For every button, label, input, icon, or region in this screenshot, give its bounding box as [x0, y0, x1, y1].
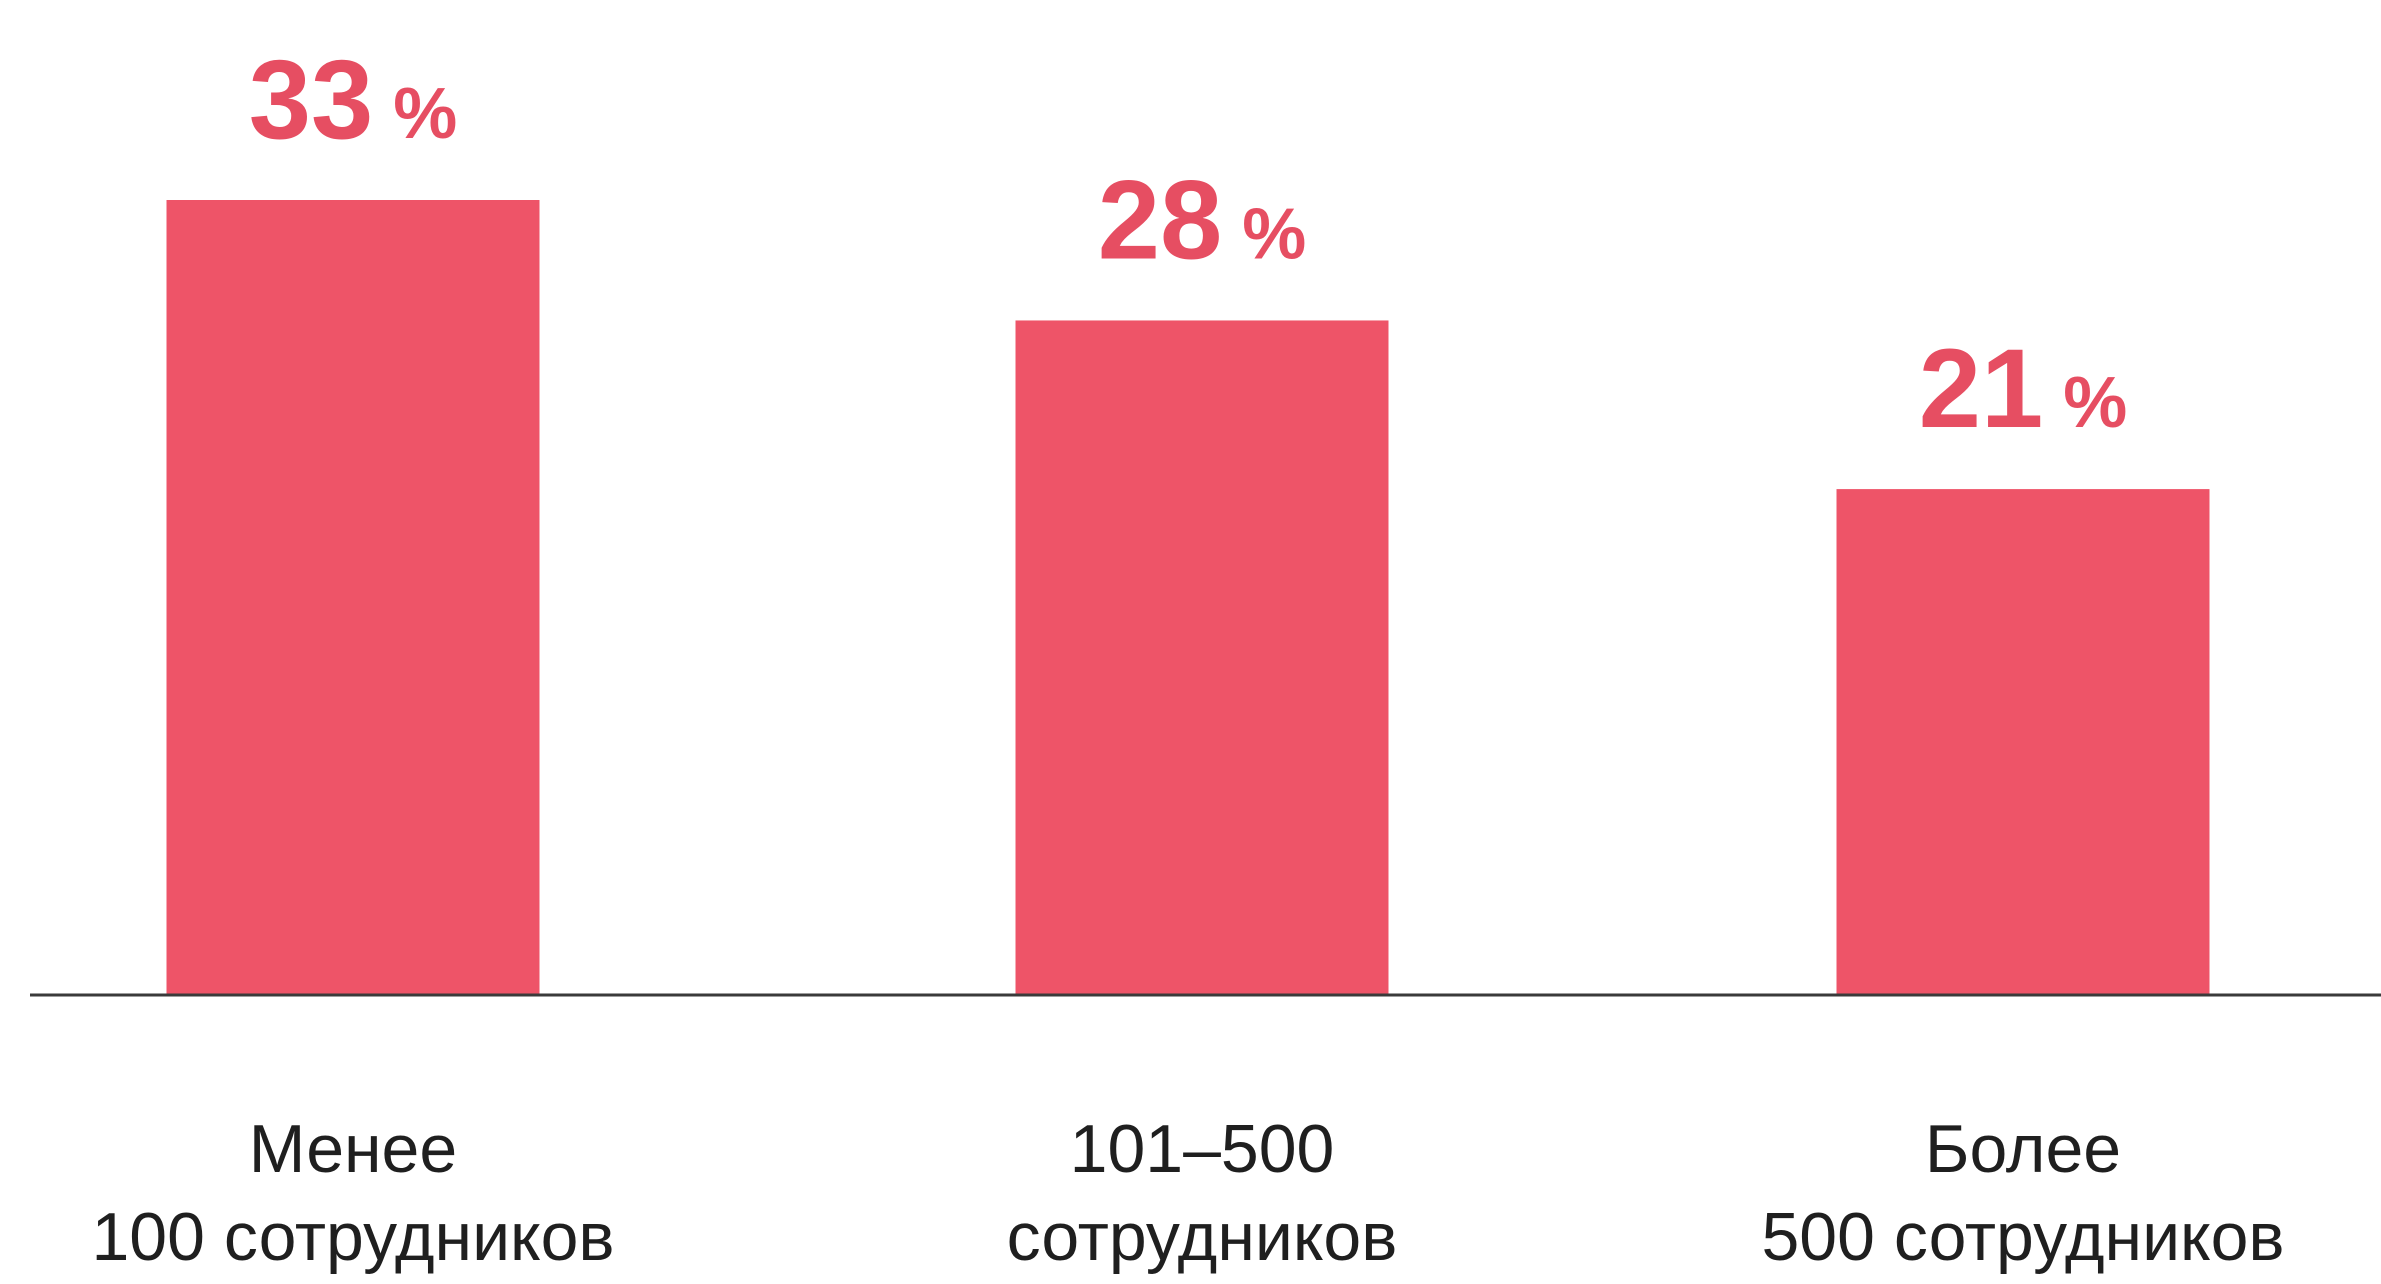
value-number: 33: [249, 37, 374, 162]
value-number: 28: [1098, 157, 1223, 282]
value-percent-sign: %: [373, 74, 457, 154]
value-label-1: 33 %: [249, 37, 458, 162]
value-label-3: 21 %: [1919, 326, 2128, 451]
bars-layer: [167, 200, 2210, 995]
category-label-line: 500 сотрудников: [1761, 1199, 2284, 1275]
category-label-3: Более 500 сотрудников: [1761, 1111, 2284, 1275]
category-label-line: сотрудников: [1007, 1199, 1398, 1275]
value-number: 21: [1919, 326, 2044, 451]
category-label-line: Менее: [249, 1111, 457, 1187]
value-percent-sign: %: [1222, 194, 1306, 274]
bar-2: [1016, 320, 1389, 995]
category-label-line: 101–500: [1070, 1111, 1335, 1187]
bar-3: [1837, 489, 2210, 995]
value-label-2: 28 %: [1098, 157, 1307, 282]
bar-1: [167, 200, 540, 995]
value-percent-sign: %: [2043, 363, 2127, 443]
category-label-2: 101–500 сотрудников: [1007, 1111, 1398, 1275]
category-label-line: Более: [1925, 1111, 2121, 1187]
category-label-1: Менее 100 сотрудников: [91, 1111, 614, 1275]
category-label-line: 100 сотрудников: [91, 1199, 614, 1275]
category-labels-layer: Менее 100 сотрудников 101–500 сотрудников Бо…: [91, 1111, 2284, 1275]
